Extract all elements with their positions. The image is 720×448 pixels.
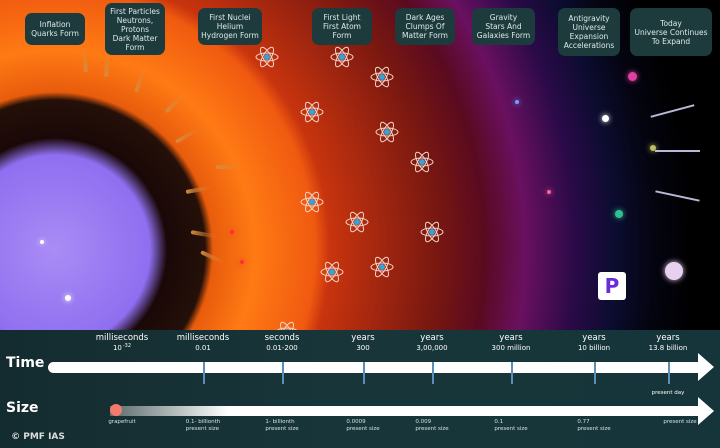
time-tick — [668, 362, 670, 384]
size-label: 0.0009 present size — [346, 419, 380, 432]
time-value-line: 300 — [351, 343, 374, 353]
time-value-line: 3,00,000 — [416, 343, 447, 353]
atom-icon — [375, 120, 399, 144]
size-label: 0.009 present size — [415, 419, 449, 432]
time-value-line: 0.01 — [177, 343, 229, 353]
atom-icon — [370, 255, 394, 279]
time-unit: years — [499, 333, 523, 343]
size-label: 0.1- billionth present size — [185, 419, 221, 432]
time-tick — [203, 362, 205, 384]
time-tick — [511, 362, 513, 384]
star-dot — [515, 100, 519, 104]
star-dot — [40, 240, 44, 244]
time-arrow — [48, 353, 714, 381]
time-exponent: -32 — [122, 343, 132, 349]
stage-label: Today Universe Continues To Expand — [630, 8, 712, 56]
stage-label: First Nuclei Helium Hydrogen Form — [198, 8, 262, 45]
atom-icon — [255, 45, 279, 69]
stage-label: First Light First Atom Form — [312, 8, 372, 45]
atom-icon — [320, 260, 344, 284]
stage-label: Antigravity Universe Expansion Accelerat… — [558, 8, 620, 56]
star-dot — [240, 260, 244, 264]
stage-label: First Particles Neutrons, Protons Dark M… — [105, 3, 165, 55]
size-axis-title: Size — [6, 400, 39, 416]
star-dot — [628, 72, 637, 81]
time-value-line: 10 billion — [578, 343, 610, 353]
time-tick-label: years 300 — [351, 333, 374, 353]
atom-icon — [300, 100, 324, 124]
time-tick — [594, 362, 596, 384]
size-arrow — [110, 397, 714, 425]
time-value: 10 — [112, 344, 122, 352]
time-tick — [363, 362, 365, 384]
time-unit: milliseconds — [95, 333, 149, 343]
present-day-label: present day — [651, 390, 685, 396]
star-dot — [602, 115, 609, 122]
star-dot — [665, 262, 683, 280]
logo-badge: P — [598, 272, 626, 300]
size-label: present size — [663, 419, 697, 425]
time-value: 13.8 billion — [648, 344, 688, 352]
time-value-line: 0.01-200 — [265, 343, 300, 353]
time-tick — [432, 362, 434, 384]
atom-icon — [345, 210, 369, 234]
time-value: 0.01 — [195, 344, 211, 352]
grapefruit-icon — [110, 404, 122, 416]
time-value-line: 10-32 — [96, 343, 148, 353]
particle-streak — [216, 165, 242, 169]
time-value-line: 13.8 billion — [649, 343, 688, 353]
time-tick-label: seconds 0.01-200 — [265, 333, 300, 353]
stage-label: Dark Ages Clumps Of Matter Form — [395, 8, 455, 45]
time-tick — [282, 362, 284, 384]
time-tick-label: years 3,00,000 — [416, 333, 447, 353]
stage-label: Inflation Quarks Form — [25, 13, 85, 45]
time-value: 300 — [356, 344, 370, 352]
credit-text: © PMF IAS — [11, 432, 65, 442]
atom-icon — [410, 150, 434, 174]
time-unit: milliseconds — [176, 333, 230, 343]
time-value: 300 million — [491, 344, 531, 352]
star-dot — [615, 210, 623, 218]
stage-label: Gravity Stars And Galaxies Form — [472, 8, 535, 45]
time-unit: years — [582, 333, 606, 343]
time-unit: years — [656, 333, 680, 343]
time-tick-label: milliseconds 10-32 — [96, 333, 148, 353]
size-label: 0.77 present size — [577, 419, 611, 432]
time-axis-title: Time — [6, 355, 45, 371]
size-label: 0.1 present size — [494, 419, 528, 432]
atom-icon — [330, 45, 354, 69]
time-unit: seconds — [264, 333, 300, 343]
expansion-arrow-icon — [655, 150, 700, 152]
time-tick-label: milliseconds 0.01 — [177, 333, 229, 353]
atom-icon — [370, 65, 394, 89]
size-label: 1- billionth present size — [265, 419, 299, 432]
star-dot — [65, 295, 71, 301]
time-value-line: 300 million — [492, 343, 531, 353]
time-value: 3,00,000 — [416, 344, 448, 352]
time-tick-label: years 10 billion — [578, 333, 610, 353]
time-unit: years — [351, 333, 375, 343]
star-dot — [547, 190, 551, 194]
atom-icon — [420, 220, 444, 244]
star-dot — [230, 230, 234, 234]
size-label: grapefruit — [108, 419, 136, 425]
atom-icon — [300, 190, 324, 214]
time-unit: years — [420, 333, 444, 343]
time-value: 10 billion — [577, 344, 611, 352]
star-dot — [650, 145, 656, 151]
time-tick-label: years 300 million — [492, 333, 531, 353]
time-tick-label: years 13.8 billion — [649, 333, 688, 353]
timeline-panel — [0, 330, 720, 448]
time-value: 0.01-200 — [266, 344, 298, 352]
